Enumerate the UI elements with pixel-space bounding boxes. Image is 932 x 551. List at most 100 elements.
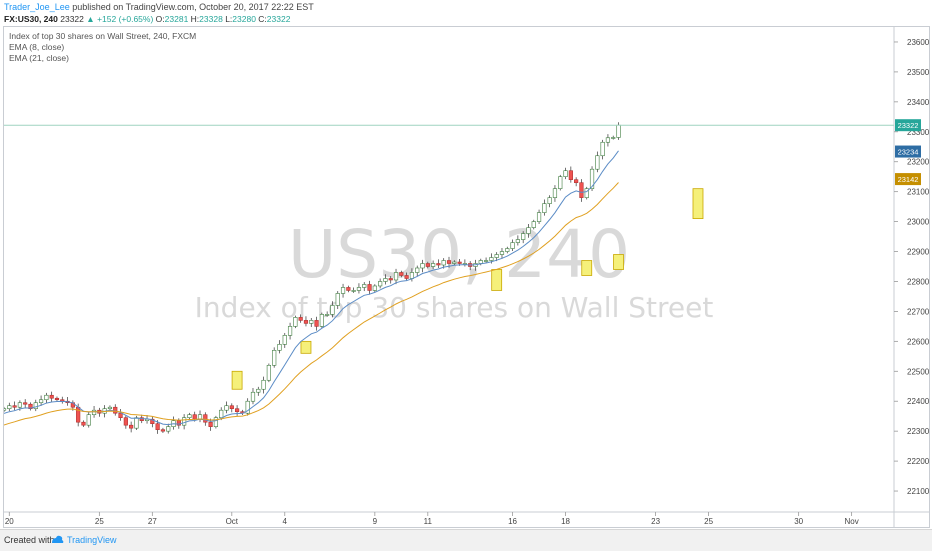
candle-37: [197, 410, 203, 423]
candle-98: [521, 231, 526, 244]
legend-title: Index of top 30 shares on Wall Street, 2…: [9, 31, 196, 41]
candle-62: [330, 301, 335, 318]
y-tick-label-23600: 23600: [907, 38, 929, 47]
candle-107: [568, 166, 573, 183]
candle-body-104: [552, 188, 558, 198]
candle-body-72: [383, 278, 388, 282]
candle-body-75: [399, 272, 404, 276]
candle-body-54: [287, 326, 293, 336]
published-text: published on TradingView.com, October 20…: [72, 2, 314, 12]
candle-body-17: [91, 409, 97, 416]
candle-body-110: [584, 188, 589, 198]
candle-body-25: [134, 417, 139, 429]
x-tick-label-5: 9: [373, 517, 378, 526]
candle-106: [563, 167, 568, 180]
candle-15: [81, 420, 86, 427]
candle-body-16: [86, 414, 91, 426]
candle-1: [7, 402, 12, 412]
highlight-box-5: [692, 188, 704, 220]
candle-81: [431, 260, 436, 269]
candle-body-62: [330, 305, 335, 315]
candle-109: [579, 179, 584, 202]
high-label: H:: [190, 14, 200, 24]
candle-105: [558, 174, 563, 191]
candle-39: [208, 418, 213, 431]
candle-35: [187, 412, 192, 420]
candle-85: [452, 260, 457, 266]
candle-body-58: [309, 320, 314, 324]
y-tick-label-22700: 22700: [907, 307, 929, 316]
candle-body-77: [409, 272, 415, 279]
candle-body-26: [139, 417, 144, 421]
candle-7: [38, 395, 44, 406]
candle-body-74: [393, 272, 399, 281]
candle-56: [298, 314, 303, 323]
chart-header: Trader_Joe_Lee published on TradingView.…: [0, 0, 932, 26]
ema8-badge-bg: [895, 145, 921, 158]
candle-body-83: [441, 260, 446, 266]
open-value: 23281: [164, 14, 189, 24]
candle-11: [60, 396, 65, 404]
candle-body-21: [113, 406, 118, 414]
candle-body-34: [182, 417, 187, 426]
candle-16: [86, 411, 91, 428]
candle-93: [494, 252, 499, 262]
candle-65: [346, 285, 351, 293]
candle-body-116: [616, 124, 621, 138]
candle-body-47: [250, 391, 256, 402]
candle-body-82: [436, 263, 441, 266]
axes: 22100 22200 22300 22400 22500 22600 22700 22800…: [4, 27, 929, 527]
candle-body-114: [605, 137, 611, 143]
candle-32: [171, 416, 176, 430]
candle-body-78: [415, 267, 420, 273]
candle-body-91: [483, 260, 489, 262]
author-link[interactable]: Trader_Joe_Lee: [4, 2, 70, 12]
candle-body-69: [367, 284, 372, 291]
x-tick-label-0: 20: [5, 517, 14, 526]
candle-body-53: [282, 335, 287, 345]
x-tick-label-2: 27: [148, 517, 157, 526]
price-chart[interactable]: US30, 240 Index of top 30 shares on Wall…: [4, 27, 929, 527]
candle-body-97: [515, 239, 520, 243]
candle-body-73: [388, 278, 393, 281]
footer: Created with TradingView: [0, 529, 932, 551]
candle-58: [309, 318, 314, 327]
last-value: 23322: [60, 14, 84, 24]
candle-91: [483, 257, 489, 263]
candle-61: [325, 311, 330, 317]
candle-72: [383, 274, 388, 285]
y-tick-label-22800: 22800: [907, 277, 929, 286]
candle-body-8: [44, 394, 49, 401]
candle-body-29: [155, 423, 160, 430]
candle-113: [600, 139, 605, 160]
tradingview-brand-link[interactable]: TradingView: [67, 535, 117, 545]
candle-body-106: [563, 170, 568, 177]
legend: Index of top 30 shares on Wall Street, 2…: [9, 31, 196, 63]
highlight-box-3: [581, 260, 593, 276]
candle-body-42: [224, 405, 229, 411]
x-tick-label-7: 16: [508, 517, 517, 526]
candle-body-9: [49, 394, 54, 399]
candle-body-61: [325, 314, 330, 316]
y-tick-label-23000: 23000: [907, 218, 929, 227]
candle-body-100: [531, 221, 536, 228]
candle-body-68: [362, 284, 367, 288]
high-value: 23328: [199, 14, 223, 24]
candle-31: [166, 423, 171, 434]
candle-102: [542, 199, 547, 216]
candle-69: [367, 280, 372, 295]
candle-body-112: [595, 155, 600, 170]
candle-body-86: [457, 261, 462, 264]
chart-frame[interactable]: US30, 240 Index of top 30 shares on Wall…: [3, 26, 930, 528]
candle-body-80: [425, 263, 430, 267]
candle-108: [574, 177, 579, 187]
candle-21: [113, 404, 118, 416]
candle-70: [372, 284, 377, 293]
candle-112: [595, 151, 600, 173]
y-tick-label-23300: 23300: [907, 128, 929, 137]
candle-body-7: [38, 399, 44, 404]
candle-body-101: [536, 212, 542, 222]
candle-body-44: [234, 408, 240, 413]
candle-body-76: [404, 275, 409, 279]
created-with-text: Created with: [4, 535, 55, 545]
